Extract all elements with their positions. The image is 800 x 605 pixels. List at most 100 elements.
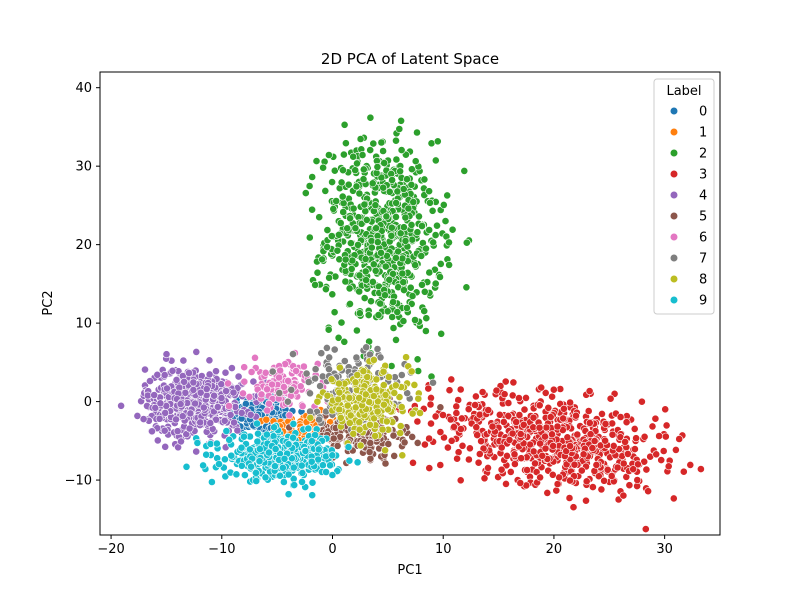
data-point-label-2	[374, 311, 383, 319]
data-point-label-8	[363, 373, 372, 381]
x-tick-label: 10	[435, 542, 452, 557]
data-point-label-3	[443, 443, 452, 452]
data-point-label-2	[422, 244, 430, 253]
data-point-label-2	[379, 147, 387, 155]
data-point-label-2	[355, 271, 364, 280]
data-point-label-3	[585, 418, 594, 427]
legend-marker-0	[669, 106, 679, 116]
x-tick-label: −20	[97, 542, 124, 557]
data-point-label-3	[541, 388, 550, 397]
data-point-label-3	[544, 403, 553, 412]
data-point-label-8	[356, 441, 365, 450]
y-tick-label: 30	[75, 160, 92, 175]
data-point-label-2	[359, 165, 368, 174]
data-point-label-3	[686, 460, 695, 469]
data-point-label-7	[311, 374, 319, 383]
data-point-label-2	[420, 287, 429, 296]
data-point-label-2	[355, 189, 364, 198]
data-point-label-4	[230, 418, 238, 427]
data-point-label-3	[515, 411, 524, 419]
data-point-label-2	[340, 337, 349, 346]
data-point-label-8	[373, 407, 382, 416]
data-point-label-2	[372, 224, 380, 233]
series-8-points	[306, 353, 424, 460]
data-point-label-7	[352, 353, 361, 362]
data-point-label-4	[234, 372, 243, 381]
data-point-label-3	[519, 420, 528, 429]
series-6-points	[224, 349, 332, 420]
data-point-label-2	[321, 186, 330, 195]
data-point-label-3	[659, 447, 668, 455]
legend: Label 0 1 2 3 4 5 6 7 8 9	[653, 78, 715, 315]
legend-box	[653, 78, 715, 315]
data-point-label-2	[429, 238, 438, 247]
data-point-label-8	[398, 451, 407, 460]
data-point-label-3	[511, 460, 519, 468]
data-point-label-6	[296, 382, 305, 391]
data-point-label-9	[270, 423, 278, 432]
data-point-label-2	[462, 238, 471, 247]
series-2-points	[301, 113, 473, 423]
data-point-label-4	[173, 427, 182, 436]
data-point-label-2	[407, 220, 416, 229]
data-point-label-3	[409, 458, 417, 467]
data-point-label-2	[397, 116, 405, 125]
data-point-label-2	[352, 326, 361, 335]
data-point-label-4	[161, 442, 170, 451]
data-point-label-4	[233, 426, 242, 435]
data-point-label-7	[283, 397, 292, 406]
data-point-label-2	[431, 231, 440, 239]
data-point-label-2	[318, 255, 326, 264]
data-point-label-3	[431, 412, 440, 421]
data-point-label-4	[226, 410, 235, 419]
data-point-label-8	[335, 363, 344, 372]
legend-marker-8	[669, 274, 679, 284]
data-point-label-9	[253, 437, 262, 446]
data-point-label-2	[445, 260, 453, 269]
data-point-label-1	[262, 415, 271, 424]
data-point-label-4	[160, 371, 169, 379]
data-point-label-3	[456, 476, 465, 485]
data-point-label-4	[139, 415, 148, 423]
data-point-label-9	[255, 457, 264, 466]
data-point-label-4	[172, 415, 180, 424]
data-point-label-2	[415, 212, 423, 221]
data-point-label-4	[177, 437, 185, 446]
data-point-label-3	[549, 441, 557, 450]
data-point-label-3	[634, 460, 642, 469]
data-point-label-5	[413, 438, 422, 447]
data-point-label-2	[408, 235, 417, 244]
legend-label-0: 0	[699, 105, 707, 120]
data-point-label-9	[212, 439, 221, 448]
data-point-label-2	[357, 219, 366, 228]
data-point-label-2	[337, 318, 346, 327]
data-point-label-2	[351, 224, 360, 233]
legend-marker-9	[669, 295, 679, 305]
data-point-label-3	[516, 479, 525, 487]
data-point-label-9	[255, 445, 264, 453]
data-point-label-8	[391, 381, 400, 390]
data-point-label-2	[367, 236, 376, 245]
data-point-label-2	[367, 243, 376, 252]
data-point-label-8	[390, 388, 399, 397]
data-point-label-9	[311, 431, 319, 439]
data-point-label-3	[447, 375, 456, 384]
data-point-label-2	[401, 213, 410, 222]
data-point-label-3	[484, 463, 492, 472]
data-point-label-3	[548, 392, 556, 401]
data-point-label-8	[416, 409, 424, 417]
data-point-label-4	[249, 377, 258, 386]
data-point-label-9	[328, 471, 337, 479]
data-point-label-2	[346, 214, 354, 223]
data-point-label-3	[621, 437, 629, 446]
data-point-label-2	[340, 120, 349, 129]
data-point-label-3	[445, 386, 454, 395]
data-point-label-3	[475, 450, 484, 458]
data-point-label-2	[441, 217, 450, 225]
data-point-label-9	[271, 462, 279, 471]
data-point-label-3	[475, 410, 484, 419]
data-point-label-9	[237, 461, 246, 470]
data-point-label-7	[325, 365, 333, 374]
